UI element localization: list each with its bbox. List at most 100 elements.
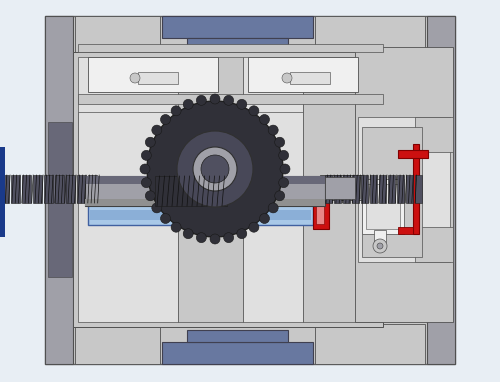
Bar: [0, 175, 9, 203]
Bar: [334, 175, 341, 203]
Bar: [290, 72, 330, 84]
Bar: [325, 175, 332, 203]
Bar: [66, 175, 75, 203]
Bar: [45, 16, 73, 364]
Circle shape: [130, 73, 140, 83]
Bar: [379, 175, 386, 203]
Circle shape: [210, 94, 220, 104]
Circle shape: [224, 233, 234, 243]
Bar: [78, 94, 383, 104]
Bar: [313, 181, 329, 229]
Circle shape: [146, 191, 156, 201]
Bar: [78, 112, 178, 192]
Circle shape: [278, 178, 288, 188]
Bar: [374, 230, 386, 242]
Bar: [355, 47, 453, 322]
Bar: [427, 16, 455, 364]
Circle shape: [237, 99, 247, 109]
Circle shape: [282, 73, 292, 83]
Circle shape: [193, 147, 237, 191]
Circle shape: [160, 214, 170, 223]
Bar: [88, 175, 97, 203]
Bar: [303, 57, 383, 322]
Bar: [90, 210, 311, 220]
Circle shape: [177, 131, 253, 207]
Bar: [44, 175, 53, 203]
Bar: [162, 342, 313, 364]
Bar: [413, 144, 419, 234]
Bar: [415, 175, 422, 203]
Bar: [187, 330, 288, 342]
Circle shape: [152, 125, 162, 135]
Bar: [358, 117, 450, 262]
Bar: [362, 127, 422, 257]
Bar: [90, 190, 311, 210]
Bar: [406, 175, 413, 203]
Bar: [243, 57, 303, 322]
Circle shape: [160, 115, 170, 125]
Bar: [73, 52, 383, 327]
Bar: [361, 175, 368, 203]
Circle shape: [152, 203, 162, 213]
Circle shape: [274, 191, 284, 201]
Bar: [178, 57, 243, 322]
Bar: [75, 324, 160, 364]
Bar: [55, 175, 64, 203]
Bar: [243, 112, 303, 192]
Bar: [88, 185, 313, 225]
Circle shape: [196, 96, 206, 105]
Circle shape: [140, 164, 150, 174]
Circle shape: [224, 96, 234, 105]
Bar: [48, 122, 72, 277]
Bar: [178, 112, 243, 192]
Circle shape: [210, 234, 220, 244]
Circle shape: [147, 101, 283, 237]
Circle shape: [196, 233, 206, 243]
Circle shape: [237, 229, 247, 239]
Bar: [415, 227, 453, 262]
Circle shape: [280, 164, 290, 174]
Bar: [22, 175, 31, 203]
Bar: [162, 16, 313, 38]
Circle shape: [260, 115, 270, 125]
Bar: [415, 117, 453, 152]
Bar: [397, 175, 404, 203]
Bar: [85, 176, 325, 206]
Bar: [88, 57, 218, 92]
Bar: [0, 147, 5, 237]
Bar: [316, 190, 324, 224]
Bar: [90, 187, 311, 195]
Bar: [388, 175, 395, 203]
Circle shape: [201, 155, 229, 183]
Circle shape: [171, 106, 181, 116]
Circle shape: [249, 222, 259, 232]
Bar: [398, 227, 413, 234]
Bar: [398, 150, 428, 158]
Circle shape: [373, 239, 387, 253]
Circle shape: [274, 137, 284, 147]
Bar: [366, 184, 400, 229]
Bar: [75, 16, 160, 54]
Bar: [248, 57, 358, 92]
Circle shape: [377, 243, 383, 249]
Bar: [155, 176, 227, 206]
Bar: [315, 324, 425, 364]
Bar: [77, 175, 86, 203]
Bar: [322, 177, 360, 198]
Circle shape: [142, 151, 152, 160]
Circle shape: [146, 137, 156, 147]
Bar: [428, 122, 452, 277]
Bar: [343, 175, 350, 203]
Circle shape: [268, 125, 278, 135]
Bar: [33, 175, 42, 203]
Bar: [11, 175, 20, 203]
Bar: [320, 175, 362, 200]
Circle shape: [268, 203, 278, 213]
Bar: [45, 16, 455, 364]
Bar: [85, 176, 325, 184]
Bar: [315, 16, 425, 54]
Circle shape: [183, 229, 193, 239]
Circle shape: [142, 178, 152, 188]
Circle shape: [171, 222, 181, 232]
Bar: [78, 57, 178, 322]
